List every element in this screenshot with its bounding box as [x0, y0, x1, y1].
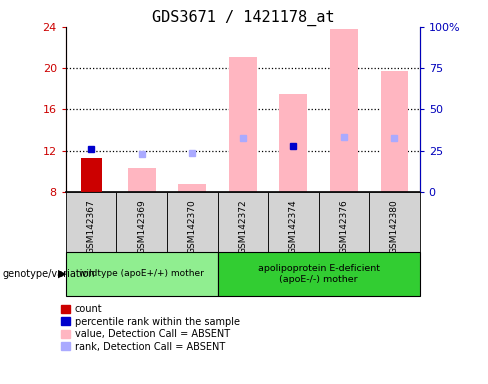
- Legend: count, percentile rank within the sample, value, Detection Call = ABSENT, rank, : count, percentile rank within the sample…: [61, 305, 240, 352]
- Text: GSM142372: GSM142372: [238, 199, 247, 254]
- Bar: [369, 192, 420, 252]
- Text: ▶: ▶: [58, 268, 66, 279]
- Bar: [319, 192, 369, 252]
- Bar: [167, 192, 218, 252]
- Bar: [178, 184, 206, 192]
- Bar: [66, 252, 218, 296]
- Text: GSM142370: GSM142370: [188, 199, 197, 254]
- Text: GSM142374: GSM142374: [289, 199, 298, 254]
- Bar: [66, 192, 117, 252]
- Bar: [229, 57, 257, 192]
- Bar: [330, 29, 358, 192]
- Text: GSM142369: GSM142369: [137, 199, 146, 254]
- Bar: [128, 168, 156, 192]
- Text: GSM142376: GSM142376: [339, 199, 348, 254]
- Bar: [268, 192, 319, 252]
- Bar: [280, 94, 307, 192]
- Bar: [381, 71, 408, 192]
- Bar: [117, 192, 167, 252]
- Text: genotype/variation: genotype/variation: [2, 268, 95, 279]
- Bar: [81, 158, 102, 192]
- Text: GSM142380: GSM142380: [390, 199, 399, 254]
- Text: GSM142367: GSM142367: [87, 199, 96, 254]
- Text: wildtype (apoE+/+) mother: wildtype (apoE+/+) mother: [79, 269, 204, 278]
- Bar: [218, 192, 268, 252]
- Bar: [218, 252, 420, 296]
- Title: GDS3671 / 1421178_at: GDS3671 / 1421178_at: [152, 9, 334, 25]
- Text: apolipoprotein E-deficient
(apoE-/-) mother: apolipoprotein E-deficient (apoE-/-) mot…: [258, 263, 380, 284]
